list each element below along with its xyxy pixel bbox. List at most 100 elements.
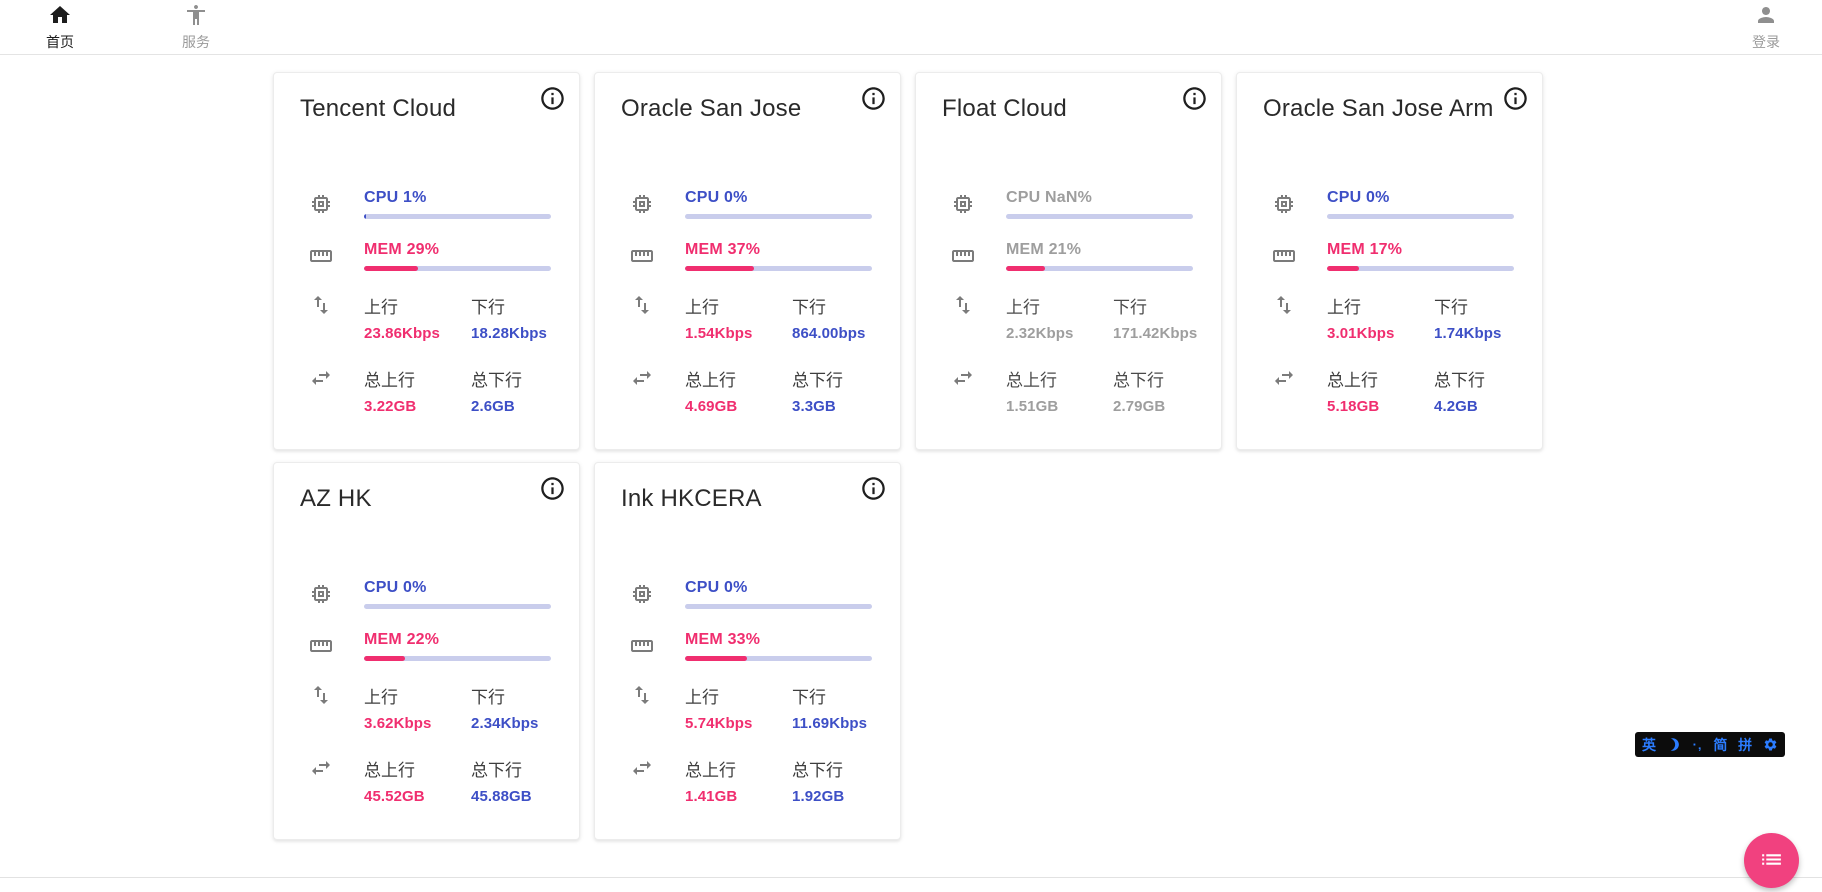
mem-usage-text: MEM 22%: [364, 631, 440, 648]
cpu-usage-text: CPU NaN%: [1006, 189, 1093, 206]
gear-icon[interactable]: [1763, 737, 1778, 752]
total-upload: 总上行 4.69GB: [685, 366, 792, 415]
upload-value: 3.62Kbps: [364, 715, 432, 732]
swap-horizontal-icon: [300, 756, 342, 805]
server-stats: CPU NaN% MEM 21%: [942, 189, 1197, 415]
cpu-row: CPU 0%: [621, 579, 876, 609]
cpu-usage-text: CPU 0%: [364, 579, 427, 596]
total-download-value: 3.3GB: [792, 398, 836, 415]
ime-simplified-toggle[interactable]: 简: [1713, 736, 1728, 753]
speed-row: 上行 23.86Kbps 下行 18.28Kbps: [300, 293, 555, 342]
home-icon: [48, 3, 72, 30]
nav-item-login[interactable]: 登录: [1744, 3, 1788, 52]
download-label: 下行: [471, 688, 505, 707]
cpu-row: CPU 1%: [300, 189, 555, 219]
mem-progress-bar: [364, 266, 551, 271]
up-down-arrows-icon: [621, 683, 663, 732]
mem-progress-fill: [1006, 266, 1046, 271]
traffic-row: 总上行 5.18GB 总下行 4.2GB: [1263, 366, 1518, 415]
total-upload-value: 3.22GB: [364, 398, 417, 415]
info-button[interactable]: [537, 85, 567, 115]
download-value: 1.74Kbps: [1434, 325, 1502, 342]
server-name: Tencent Cloud: [300, 95, 457, 122]
mem-row: MEM 33%: [621, 631, 876, 661]
cards-grid: Tencent Cloud CPU 1%: [273, 72, 1558, 840]
info-button[interactable]: [1179, 85, 1209, 115]
up-down-arrows-icon: [300, 683, 342, 732]
cpu-progress-bar: [685, 214, 872, 219]
info-button[interactable]: [858, 475, 888, 505]
cpu-progress-fill: [364, 214, 366, 219]
swap-horizontal-icon: [942, 366, 984, 415]
total-download-value: 4.2GB: [1434, 398, 1478, 415]
mem-progress-fill: [1327, 266, 1359, 271]
download-value: 171.42Kbps: [1113, 325, 1198, 342]
info-button[interactable]: [1500, 85, 1530, 115]
person-icon: [1754, 3, 1778, 30]
server-name: Oracle San Jose: [621, 95, 802, 122]
upload-value: 5.74Kbps: [685, 715, 753, 732]
cpu-row: CPU NaN%: [942, 189, 1197, 219]
mem-row: MEM 22%: [300, 631, 555, 661]
download-speed: 下行 2.34Kbps: [471, 683, 555, 732]
cpu-usage-text: CPU 1%: [364, 189, 427, 206]
server-card: AZ HK CPU 0%: [273, 462, 580, 840]
total-upload-label: 总上行: [1327, 371, 1378, 390]
traffic-row: 总上行 1.41GB 总下行 1.92GB: [621, 756, 876, 805]
server-card: Float Cloud CPU NaN%: [915, 72, 1222, 450]
download-speed: 下行 11.69Kbps: [792, 683, 876, 732]
info-button[interactable]: [537, 475, 567, 505]
download-speed: 下行 171.42Kbps: [1113, 293, 1197, 342]
moon-icon[interactable]: [1667, 737, 1682, 752]
total-download-label: 总下行: [1113, 371, 1164, 390]
total-download-value: 1.92GB: [792, 788, 845, 805]
mem-row: MEM 37%: [621, 241, 876, 271]
download-label: 下行: [792, 688, 826, 707]
swap-horizontal-icon: [1263, 366, 1305, 415]
up-down-arrows-icon: [1263, 293, 1305, 342]
ime-punctuation-toggle[interactable]: ·‚: [1692, 737, 1703, 752]
nav-item-services[interactable]: 服务: [174, 3, 218, 52]
mem-progress-bar: [685, 266, 872, 271]
server-name: AZ HK: [300, 485, 372, 512]
total-download: 总下行 2.79GB: [1113, 366, 1197, 415]
nav-item-home[interactable]: 首页: [38, 3, 82, 52]
mem-usage-text: MEM 33%: [685, 631, 761, 648]
memory-ruler-icon: [621, 631, 663, 661]
main-content: Tencent Cloud CPU 1%: [0, 55, 1822, 840]
total-upload-value: 1.51GB: [1006, 398, 1059, 415]
total-download-label: 总下行: [792, 371, 843, 390]
server-name: Float Cloud: [942, 95, 1067, 122]
total-upload-value: 4.69GB: [685, 398, 738, 415]
upload-speed: 上行 3.62Kbps: [364, 683, 471, 732]
download-speed: 下行 1.74Kbps: [1434, 293, 1518, 342]
up-down-arrows-icon: [300, 293, 342, 342]
upload-speed: 上行 5.74Kbps: [685, 683, 792, 732]
ime-pinyin-toggle[interactable]: 拼: [1738, 736, 1753, 753]
info-icon: [860, 475, 887, 505]
total-download-value: 45.88GB: [471, 788, 532, 805]
mem-row: MEM 29%: [300, 241, 555, 271]
memory-ruler-icon: [300, 631, 342, 661]
cpu-row: CPU 0%: [1263, 189, 1518, 219]
ime-english-toggle[interactable]: 英: [1642, 736, 1656, 753]
info-icon: [1502, 85, 1529, 115]
list-icon: [1759, 847, 1784, 875]
memory-ruler-icon: [942, 241, 984, 271]
upload-value: 2.32Kbps: [1006, 325, 1074, 342]
cpu-chip-icon: [621, 579, 663, 609]
total-upload-value: 1.41GB: [685, 788, 738, 805]
speed-row: 上行 3.62Kbps 下行 2.34Kbps: [300, 683, 555, 732]
download-value: 2.34Kbps: [471, 715, 539, 732]
mem-progress-bar: [364, 656, 551, 661]
cpu-progress-bar: [685, 604, 872, 609]
cpu-progress-bar: [1006, 214, 1193, 219]
server-name: Oracle San Jose Arm: [1263, 95, 1494, 122]
traffic-row: 总上行 45.52GB 总下行 45.88GB: [300, 756, 555, 805]
info-button[interactable]: [858, 85, 888, 115]
up-down-arrows-icon: [942, 293, 984, 342]
server-list-fab[interactable]: [1744, 833, 1799, 888]
mem-usage-text: MEM 37%: [685, 241, 761, 258]
server-card: Tencent Cloud CPU 1%: [273, 72, 580, 450]
upload-speed: 上行 23.86Kbps: [364, 293, 471, 342]
